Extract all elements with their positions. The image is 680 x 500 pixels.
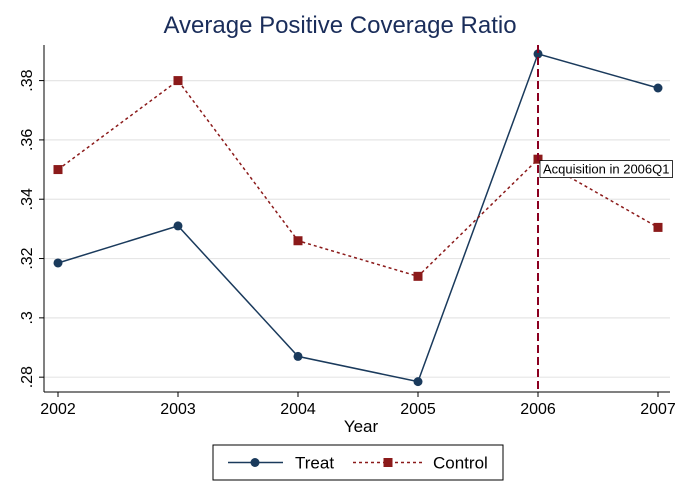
y-tick-label: .32 bbox=[19, 247, 36, 269]
data-point-treat bbox=[653, 83, 663, 93]
chart-title: Average Positive Coverage Ratio bbox=[163, 12, 517, 39]
annotation-label: Acquisition in 2006Q1 bbox=[543, 162, 669, 177]
y-tick-label: .34 bbox=[19, 188, 36, 210]
annotation-label-box bbox=[539, 160, 673, 178]
y-tick-label: .28 bbox=[19, 366, 36, 388]
data-point-control bbox=[653, 222, 663, 232]
series-line-treat bbox=[57, 52, 659, 383]
x-axis-label: Year bbox=[344, 417, 379, 436]
x-tick-label: 2002 bbox=[40, 401, 76, 418]
y-tick-label: .3 bbox=[19, 311, 36, 324]
legend-label-control: Control bbox=[433, 454, 488, 473]
data-point-control bbox=[173, 76, 183, 86]
y-tick-label: .38 bbox=[19, 69, 36, 91]
x-tick-label: 2006 bbox=[520, 401, 556, 418]
legend-swatch-control-marker bbox=[383, 458, 393, 467]
x-tick-label: 2007 bbox=[640, 401, 676, 418]
y-tick-label: .36 bbox=[19, 129, 36, 151]
data-point-control bbox=[293, 236, 303, 246]
legend-label-treat: Treat bbox=[295, 454, 334, 473]
series-line-control bbox=[57, 79, 659, 278]
data-point-treat bbox=[173, 221, 183, 231]
data-point-treat bbox=[533, 49, 543, 59]
data-point-control bbox=[413, 271, 423, 281]
x-tick-label: 2005 bbox=[400, 401, 436, 418]
data-point-treat bbox=[53, 258, 63, 268]
x-tick-label: 2004 bbox=[280, 401, 316, 418]
data-point-control bbox=[53, 165, 63, 175]
data-point-treat bbox=[413, 377, 423, 387]
data-point-treat bbox=[293, 351, 303, 361]
x-tick-label: 2003 bbox=[160, 401, 196, 418]
legend-swatch-treat-marker bbox=[250, 458, 260, 467]
